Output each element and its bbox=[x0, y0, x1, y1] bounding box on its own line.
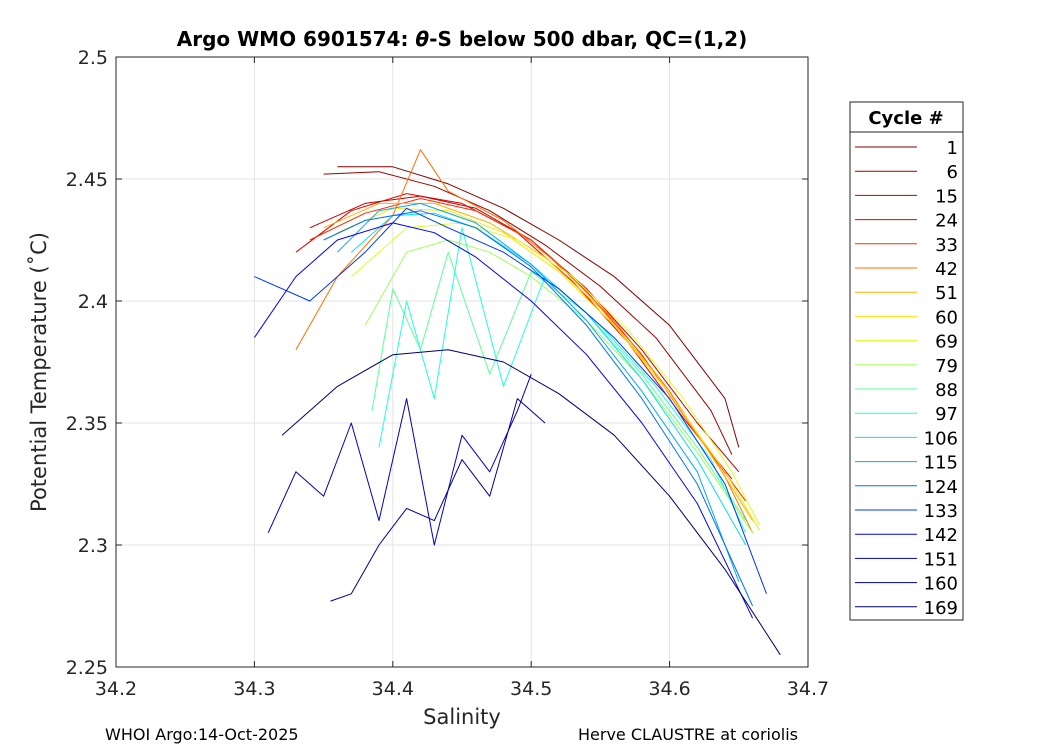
legend-label-88: 88 bbox=[935, 380, 958, 401]
legend-label-1: 1 bbox=[947, 138, 958, 159]
legend-label-151: 151 bbox=[924, 549, 958, 570]
x-tick-label: 34.5 bbox=[510, 678, 552, 700]
axis-ticks: 34.2 34.3 34.4 34.5 34.6 34.7 2.25 2.3 2.35 2.4 2.… bbox=[66, 47, 829, 700]
x-axis-label: Salinity bbox=[423, 705, 501, 729]
x-tick-label: 34.3 bbox=[233, 678, 275, 700]
series-layer bbox=[253, 149, 781, 656]
x-tick-label: 34.7 bbox=[787, 678, 829, 700]
y-tick-label: 2.3 bbox=[78, 535, 108, 557]
legend-label-42: 42 bbox=[935, 259, 958, 280]
legend-label-79: 79 bbox=[935, 356, 958, 377]
x-tick-label: 34.6 bbox=[648, 678, 690, 700]
series-line-cycle-169 bbox=[281, 349, 781, 656]
series-line-cycle-142 bbox=[253, 222, 754, 619]
legend-label-133: 133 bbox=[924, 501, 958, 522]
series-line-cycle-88 bbox=[371, 251, 747, 521]
legend-label-142: 142 bbox=[924, 525, 958, 546]
x-tick-label: 34.4 bbox=[372, 678, 414, 700]
legend-label-51: 51 bbox=[935, 283, 958, 304]
series-line-cycle-79 bbox=[364, 239, 754, 534]
legend: Cycle # 16152433425160697988971061151241… bbox=[849, 101, 964, 621]
legend-label-160: 160 bbox=[924, 574, 958, 595]
series-line-cycle-97 bbox=[378, 227, 747, 534]
y-axis-label: Potential Temperature (˚C) bbox=[27, 232, 51, 512]
legend-box bbox=[849, 101, 964, 621]
series-line-cycle-115 bbox=[337, 202, 740, 582]
series-line-cycle-33 bbox=[309, 198, 747, 502]
legend-label-60: 60 bbox=[935, 307, 958, 328]
series-line-cycle-51 bbox=[323, 202, 754, 521]
grid-lines bbox=[115, 56, 809, 668]
footer-left: WHOI Argo:14-Oct-2025 bbox=[105, 725, 299, 744]
legend-label-6: 6 bbox=[947, 162, 958, 183]
series-line-cycle-124 bbox=[323, 210, 754, 607]
chart-title: Argo WMO 6901574: θ-S below 500 dbar, QC… bbox=[177, 27, 747, 51]
series-line-cycle-151 bbox=[267, 374, 532, 546]
x-tick-label: 34.2 bbox=[95, 678, 137, 700]
legend-label-33: 33 bbox=[935, 235, 958, 256]
footer-right: Herve CLAUSTRE at coriolis bbox=[578, 725, 798, 744]
y-tick-label: 2.5 bbox=[78, 47, 108, 69]
plot-area bbox=[115, 56, 809, 668]
legend-title: Cycle # bbox=[868, 108, 943, 129]
legend-label-24: 24 bbox=[935, 211, 958, 232]
series-line-cycle-60 bbox=[337, 207, 761, 531]
legend-label-69: 69 bbox=[935, 332, 958, 353]
series-line-cycle-133 bbox=[254, 207, 767, 594]
y-tick-label: 2.25 bbox=[66, 657, 108, 679]
legend-entries: 1 6 15 24 33 42 51 60 69 79 88 97 106 115 124 133 142 151… bbox=[855, 138, 958, 619]
legend-label-169: 169 bbox=[924, 598, 958, 619]
legend-label-15: 15 bbox=[935, 186, 958, 207]
series-line-cycle-6 bbox=[323, 171, 733, 455]
legend-label-124: 124 bbox=[924, 477, 958, 498]
y-tick-label: 2.35 bbox=[66, 413, 108, 435]
legend-label-115: 115 bbox=[924, 453, 958, 474]
series-line-cycle-160 bbox=[330, 398, 546, 602]
y-tick-label: 2.4 bbox=[78, 291, 108, 313]
legend-label-106: 106 bbox=[924, 428, 958, 449]
legend-label-97: 97 bbox=[935, 404, 958, 425]
series-line-cycle-69 bbox=[350, 222, 761, 526]
y-tick-label: 2.45 bbox=[66, 169, 108, 191]
